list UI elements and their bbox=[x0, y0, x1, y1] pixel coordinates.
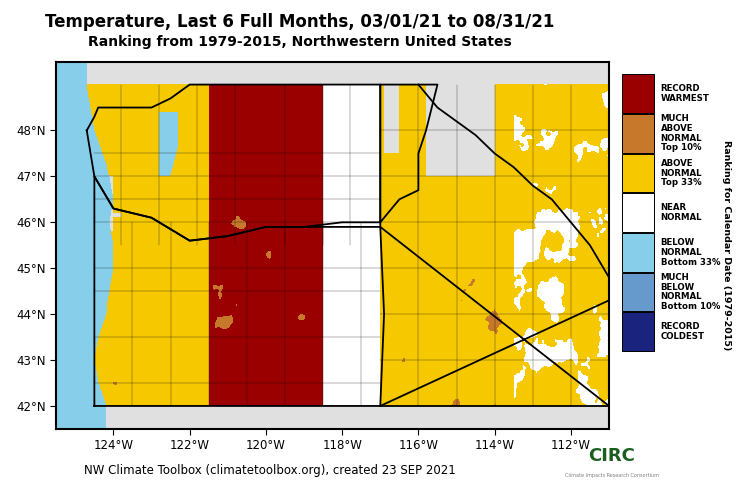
Text: BELOW
NORMAL
Bottom 33%: BELOW NORMAL Bottom 33% bbox=[661, 238, 720, 267]
Text: MUCH
ABOVE
NORMAL
Top 10%: MUCH ABOVE NORMAL Top 10% bbox=[661, 114, 702, 152]
Text: RECORD
WARMEST: RECORD WARMEST bbox=[661, 84, 710, 103]
Bar bbox=[622, 273, 654, 312]
Text: MUCH
BELOW
NORMAL
Bottom 10%: MUCH BELOW NORMAL Bottom 10% bbox=[661, 273, 720, 311]
Text: RECORD
COLDEST: RECORD COLDEST bbox=[661, 322, 705, 341]
Text: Temperature, Last 6 Full Months, 03/01/21 to 08/31/21: Temperature, Last 6 Full Months, 03/01/2… bbox=[45, 13, 555, 31]
Bar bbox=[622, 233, 654, 272]
Bar bbox=[622, 74, 654, 113]
Text: Climate Impacts Research Consortium: Climate Impacts Research Consortium bbox=[565, 473, 659, 478]
Text: ABOVE
NORMAL
Top 33%: ABOVE NORMAL Top 33% bbox=[661, 159, 702, 187]
Text: CIRC: CIRC bbox=[589, 447, 635, 465]
Text: Ranking from 1979-2015, Northwestern United States: Ranking from 1979-2015, Northwestern Uni… bbox=[88, 35, 512, 49]
Text: NEAR
NORMAL: NEAR NORMAL bbox=[661, 204, 702, 222]
Text: Ranking for Calendar Date (1979-2015): Ranking for Calendar Date (1979-2015) bbox=[722, 140, 731, 351]
Bar bbox=[622, 154, 654, 192]
Bar bbox=[622, 193, 654, 232]
Bar bbox=[622, 114, 654, 153]
Bar bbox=[622, 313, 654, 351]
Text: NW Climate Toolbox (climatetoolbox.org), created 23 SEP 2021: NW Climate Toolbox (climatetoolbox.org),… bbox=[84, 464, 456, 477]
